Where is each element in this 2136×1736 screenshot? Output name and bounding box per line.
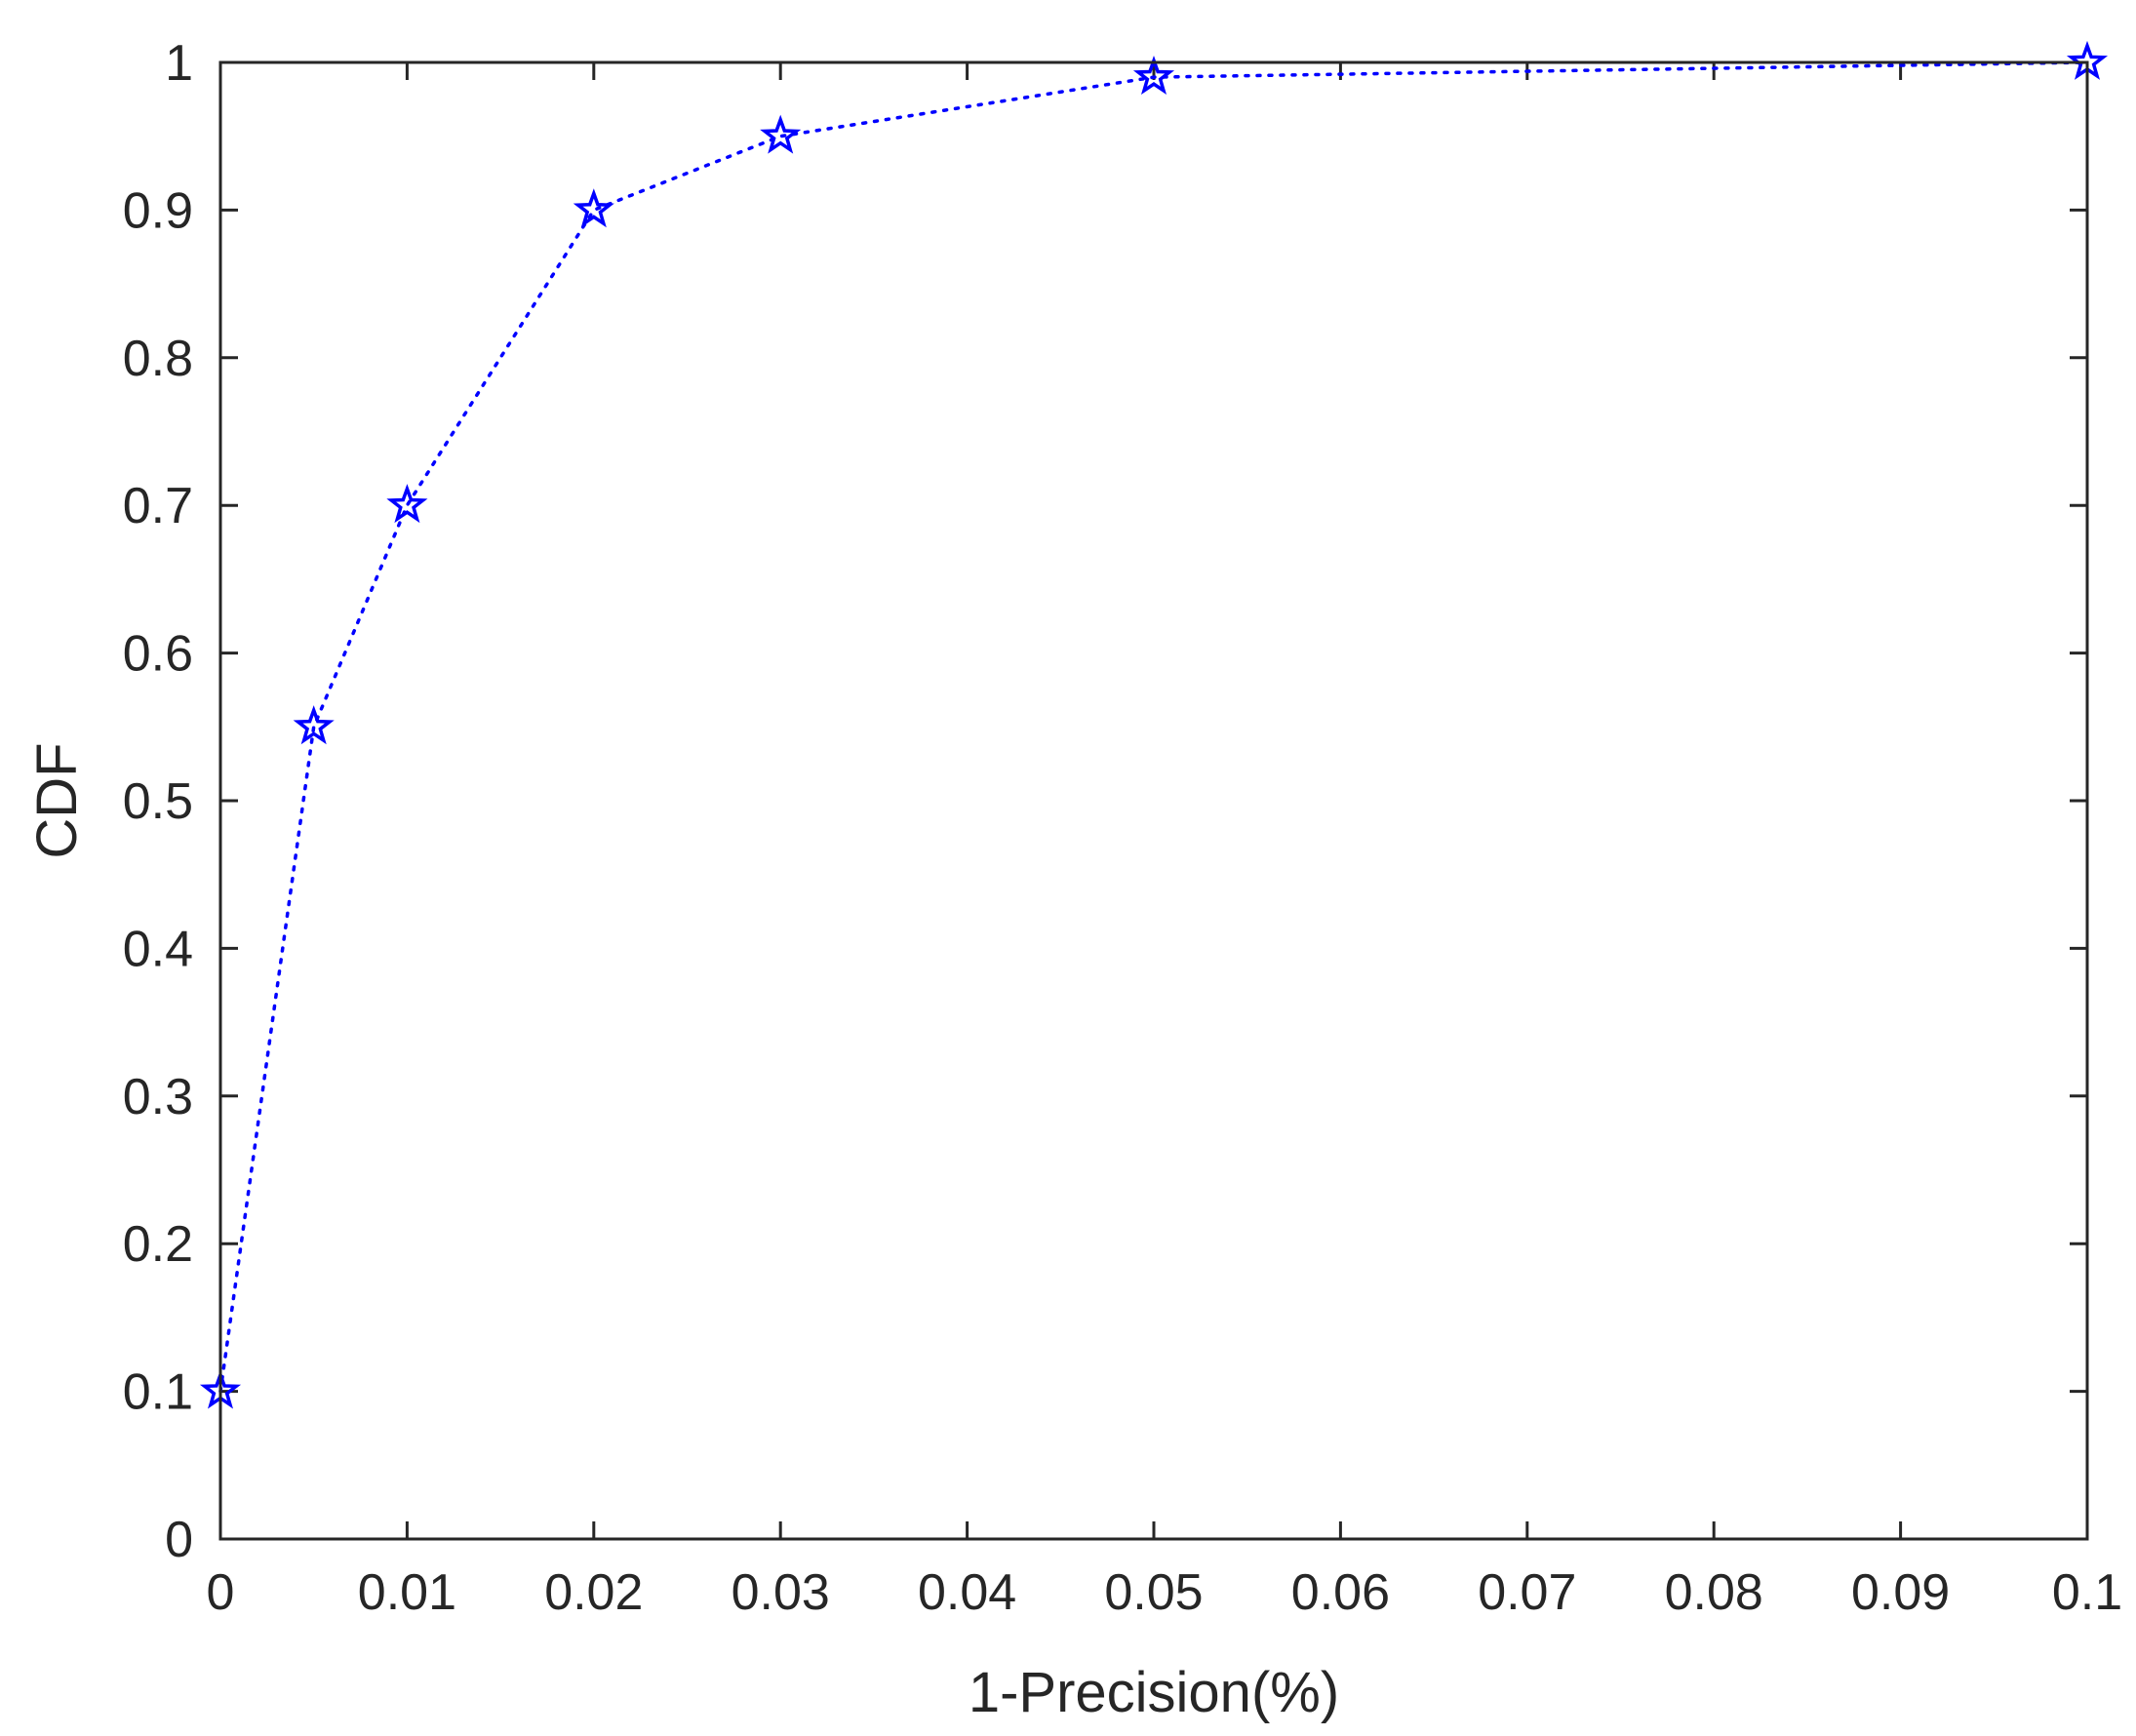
x-tick-label: 0.07 xyxy=(1478,1564,1576,1621)
tick-labels: 0 0.01 0.02 0.03 0.04 0.05 0.06 0.07 0.08 0.09 0.1… xyxy=(123,35,2122,1621)
series-line xyxy=(218,60,2089,1394)
data-point-marker xyxy=(1132,56,1175,96)
y-tick-label: 0.1 xyxy=(123,1364,193,1421)
y-axis-label: CDF xyxy=(25,742,89,858)
x-tick-label: 0.05 xyxy=(1104,1564,1203,1621)
y-tick-label: 0.3 xyxy=(123,1069,193,1125)
y-tick-label: 0.8 xyxy=(123,331,193,387)
data-point-marker xyxy=(760,114,802,154)
data-point-marker xyxy=(573,188,614,228)
x-tick-label: 0.01 xyxy=(358,1564,456,1621)
x-tick-label: 0.03 xyxy=(732,1564,830,1621)
data-point-marker xyxy=(386,484,428,524)
data-point-marker xyxy=(293,705,335,745)
x-tick-label: 0 xyxy=(207,1564,235,1621)
y-tick-label: 0.6 xyxy=(123,626,193,683)
y-tick-label: 0 xyxy=(165,1512,193,1568)
y-tick-label: 0.2 xyxy=(123,1216,193,1273)
plot-background xyxy=(220,62,2087,1539)
x-tick-label: 0.06 xyxy=(1291,1564,1390,1621)
x-tick-label: 0.09 xyxy=(1851,1564,1950,1621)
plot-frame xyxy=(218,60,2089,1541)
y-tick-label: 1 xyxy=(165,35,193,92)
y-tick-label: 0.9 xyxy=(123,182,193,239)
x-axis-label: 1-Precision(%) xyxy=(969,1661,1339,1724)
x-tick-label: 0.02 xyxy=(544,1564,643,1621)
x-tick-label: 0.1 xyxy=(2052,1564,2122,1621)
x-tick-label: 0.08 xyxy=(1665,1564,1763,1621)
y-tick-label: 0.4 xyxy=(123,921,193,977)
x-tick-label: 0.04 xyxy=(918,1564,1016,1621)
y-tick-label: 0.5 xyxy=(123,773,193,830)
y-tick-label: 0.7 xyxy=(123,478,193,534)
